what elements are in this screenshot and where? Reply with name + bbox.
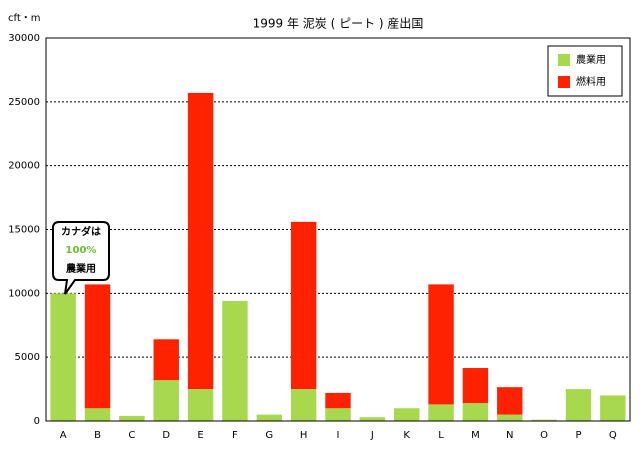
x-tick-label: B (94, 430, 101, 441)
x-tick-label: I (337, 430, 340, 441)
y-tick-label: 10000 (8, 288, 40, 299)
bar (290, 389, 317, 421)
bar (256, 414, 283, 421)
bar (119, 415, 145, 421)
x-tick-label: P (575, 430, 581, 441)
bar (325, 392, 351, 409)
x-tick-label: F (232, 430, 238, 441)
bar (393, 408, 420, 421)
legend-swatch (558, 54, 570, 66)
x-tick-label: M (471, 430, 480, 441)
bar (600, 395, 626, 421)
bar (462, 368, 489, 404)
y-tick-label: 25000 (8, 97, 40, 108)
annotation-text: 100% (66, 245, 97, 256)
x-tick-label: J (370, 430, 374, 441)
annotation-text: カナダは (61, 225, 101, 238)
x-tick-label: G (265, 430, 273, 441)
legend-box (547, 45, 623, 97)
x-tick-label: C (128, 430, 135, 441)
x-tick-label: D (162, 430, 170, 441)
legend-label: 農業用 (576, 53, 606, 66)
y-tick-label: 20000 (8, 161, 40, 172)
annotation-text: 農業用 (66, 262, 96, 275)
chart-title: 1999 年 泥炭 ( ピート ) 産出国 (253, 16, 424, 31)
y-tick-label: 5000 (15, 352, 40, 363)
bar (531, 419, 557, 421)
bar (325, 408, 351, 421)
bar (462, 403, 489, 421)
bar (565, 389, 592, 421)
x-tick-label: N (506, 430, 513, 441)
bar (359, 417, 386, 421)
bar (153, 339, 179, 381)
callout-bubble (52, 221, 110, 295)
bar (153, 380, 179, 421)
legend-label: 燃料用 (576, 75, 606, 88)
bar (428, 404, 454, 421)
y-tick-label: 15000 (8, 225, 40, 236)
bar (497, 387, 523, 415)
bar (187, 92, 214, 390)
bar (290, 221, 317, 390)
x-tick-label: Q (609, 430, 617, 441)
x-tick-label: E (197, 430, 203, 441)
y-tick-label: 30000 (8, 33, 40, 44)
bar (84, 408, 111, 421)
y-tick-label: 0 (34, 416, 40, 427)
x-tick-label: H (300, 430, 308, 441)
plot-frame (45, 37, 631, 422)
bar (84, 284, 111, 409)
legend-swatch (558, 76, 570, 88)
y-axis-label: cft・m (8, 13, 41, 24)
x-tick-label: O (540, 430, 548, 441)
bar (222, 300, 248, 421)
x-tick-label: K (403, 430, 410, 441)
bar (50, 293, 76, 421)
bar (187, 389, 214, 421)
x-tick-label: A (60, 430, 67, 441)
bar (428, 284, 454, 405)
bar (497, 414, 523, 421)
x-tick-label: L (438, 430, 444, 441)
